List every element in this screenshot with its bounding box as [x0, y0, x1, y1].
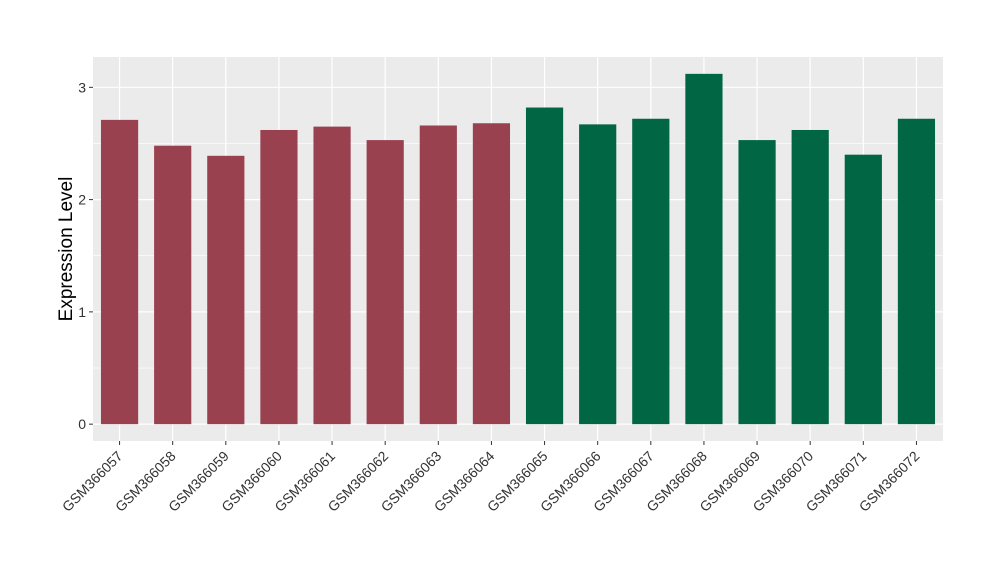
bar-GSM366065 [525, 107, 564, 425]
bar-GSM366063 [419, 125, 457, 425]
bar-GSM366058 [154, 145, 192, 425]
y-tick-label: 3 [78, 79, 86, 95]
x-axis: GSM366057GSM366058GSM366059GSM366060GSM3… [59, 441, 923, 515]
bar-GSM366070 [791, 129, 829, 425]
y-axis-title: Expression Level [56, 177, 77, 322]
y-tick-label: 0 [78, 416, 86, 432]
y-tick-label: 1 [78, 304, 86, 320]
bar-GSM366068 [685, 73, 723, 425]
bar-GSM366067 [632, 118, 670, 425]
bar-GSM366057 [100, 119, 139, 425]
bar-GSM366064 [472, 123, 511, 425]
bar-GSM366059 [207, 155, 245, 425]
bar-GSM366062 [366, 140, 404, 425]
bar-GSM366072 [897, 118, 936, 425]
bars [100, 73, 936, 425]
bar-GSM366061 [313, 126, 351, 425]
bar-GSM366066 [579, 124, 617, 425]
y-axis: 0 1 2 3 [78, 79, 93, 432]
bar-GSM366060 [260, 129, 298, 425]
bar-GSM366071 [844, 154, 882, 425]
bar-GSM366069 [738, 140, 776, 425]
y-tick-label: 2 [78, 192, 86, 208]
